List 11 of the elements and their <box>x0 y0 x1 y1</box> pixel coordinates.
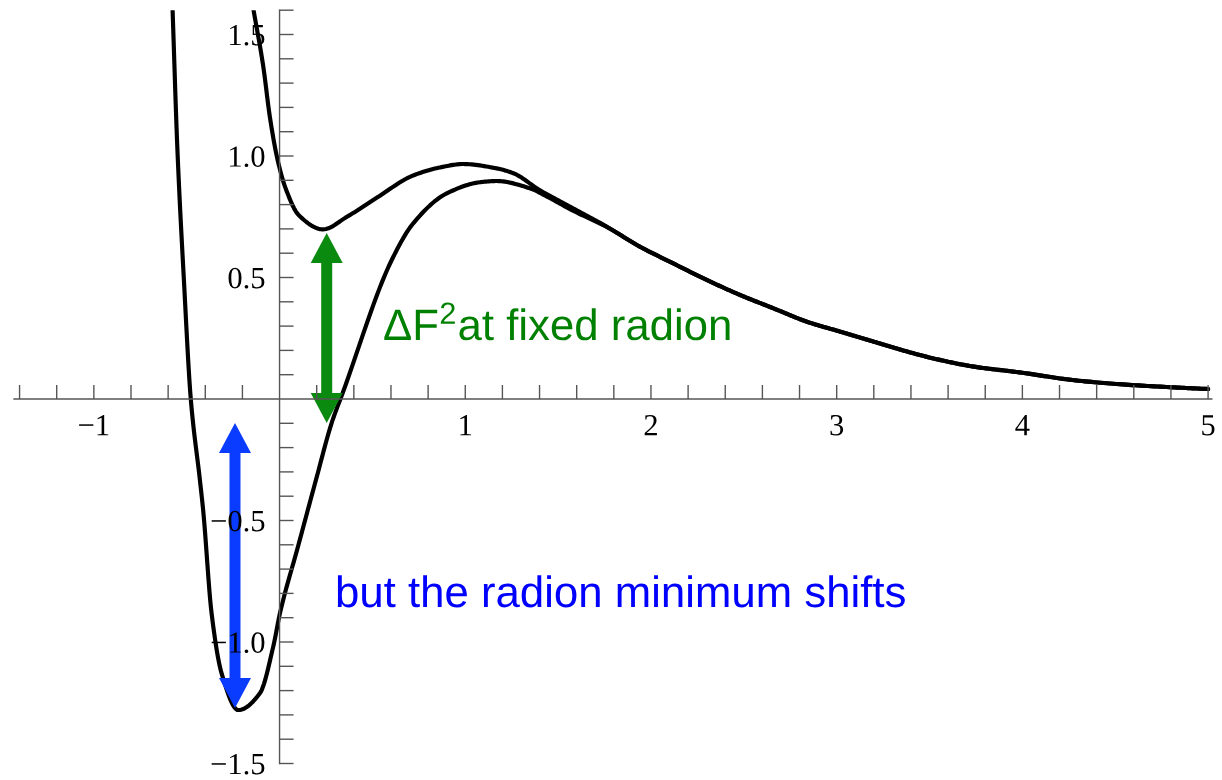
x-tick-label: 4 <box>1015 415 1030 436</box>
x-tick-label: −1 <box>79 415 109 436</box>
y-tick-label: 0.5 <box>228 267 265 289</box>
x-tick-label: 2 <box>644 414 657 436</box>
x-tick-label: 3 <box>830 414 844 436</box>
x-tick-label: 5 <box>1202 415 1215 436</box>
y-tick-label: −1.5 <box>211 753 265 775</box>
annotation: but the radion minimum shifts <box>337 575 905 608</box>
y-tick-label: 1.0 <box>230 146 265 168</box>
annotation: ΔF$^{2}$at fixed radion <box>384 302 730 341</box>
x-tick-label: 1 <box>460 415 472 436</box>
